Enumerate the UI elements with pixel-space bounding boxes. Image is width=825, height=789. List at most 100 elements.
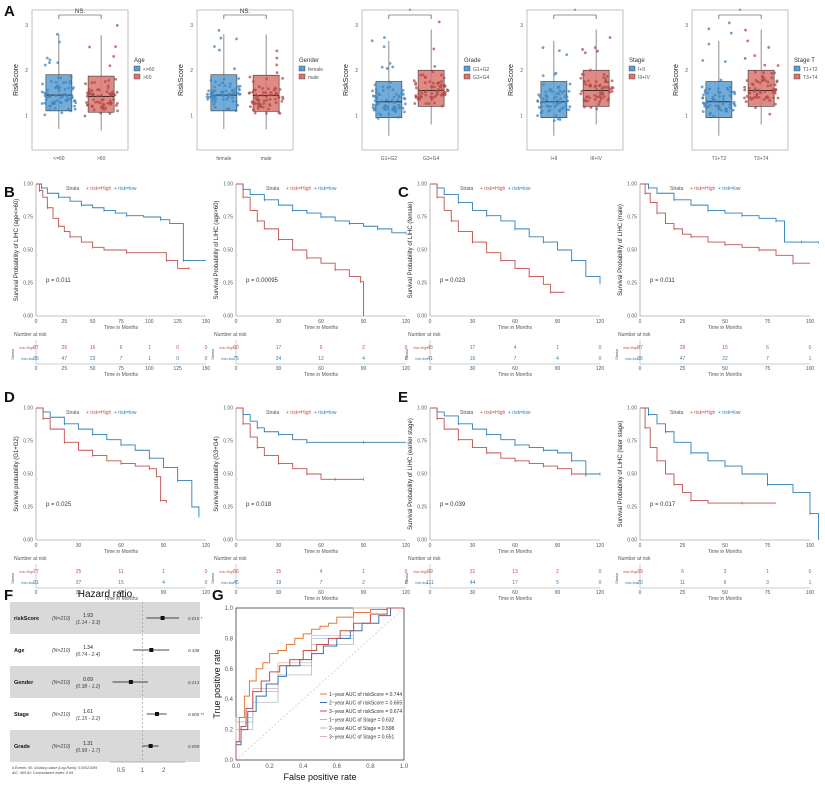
data-point — [728, 85, 732, 89]
curve-low-risk — [640, 183, 819, 244]
y-tick-label: 2 — [25, 68, 28, 74]
p-value: 0.005 ** — [188, 712, 204, 717]
y-axis-label: RiskScore — [508, 64, 515, 96]
x-tick-label: 30 — [470, 543, 476, 549]
data-point — [701, 96, 705, 100]
forest-title: Hazard ratio — [78, 589, 133, 600]
risk-count-high: 0 — [205, 569, 208, 575]
row-shade — [10, 666, 200, 698]
data-point — [423, 90, 427, 94]
data-point — [274, 92, 278, 96]
data-point — [604, 78, 608, 81]
data-point — [417, 88, 421, 92]
risk-x-tick: 30 — [276, 590, 282, 596]
data-point — [413, 102, 417, 105]
risk-count-high: 6 — [766, 345, 769, 351]
data-point — [541, 97, 545, 101]
data-point — [106, 84, 110, 88]
risk-count-high: 87 — [33, 345, 39, 351]
data-point — [91, 92, 95, 96]
data-point — [610, 89, 614, 93]
data-point — [213, 80, 217, 84]
data-point — [601, 90, 605, 94]
data-point — [43, 91, 46, 95]
x-tick-label: 90 — [161, 543, 167, 549]
hazard-ratio: 0.69 — [83, 677, 93, 683]
y-tick-label: 3 — [520, 23, 523, 29]
data-point — [234, 87, 238, 91]
data-point — [62, 81, 65, 85]
data-point — [57, 88, 61, 92]
risk-x-tick: 25 — [680, 366, 686, 372]
data-point — [724, 109, 728, 113]
legend-label: <=60 — [143, 67, 155, 73]
data-point — [235, 103, 239, 107]
data-point — [733, 104, 737, 108]
y-tick-label: 1.00 — [223, 182, 233, 188]
data-point — [45, 56, 49, 60]
data-point — [765, 95, 769, 99]
data-point — [380, 99, 384, 103]
data-point — [234, 109, 238, 112]
data-point — [213, 105, 217, 109]
y-tick-label: 0.50 — [417, 248, 427, 254]
risk-x-tick: 125 — [173, 366, 182, 372]
data-point — [430, 91, 434, 95]
data-point — [99, 111, 103, 115]
risk-count-low: 4 — [162, 580, 165, 586]
data-point — [712, 114, 716, 118]
risk-count-low: 45 — [233, 580, 239, 586]
data-point — [43, 63, 47, 67]
risk-x-tick: 120 — [596, 590, 605, 596]
x-tick-label: 0 — [235, 319, 238, 325]
risk-row-low-label: risk=low — [221, 581, 234, 585]
risk-count-low: 3 — [766, 580, 769, 586]
x-tick-label: <=60 — [53, 156, 65, 162]
data-point — [720, 108, 723, 112]
data-point — [114, 77, 118, 81]
risk-x-tick: 25 — [680, 590, 686, 596]
x-tick-label: 25 — [680, 543, 686, 549]
data-point — [545, 95, 549, 99]
risk-table-strata: Strata — [10, 348, 15, 359]
data-point — [227, 108, 231, 112]
data-point — [260, 93, 264, 97]
data-point — [440, 88, 444, 92]
data-point — [74, 101, 78, 105]
data-point — [423, 76, 427, 79]
data-point — [115, 90, 119, 94]
data-point — [94, 100, 98, 104]
x-axis-label: Time in Months — [498, 549, 532, 555]
risk-count-high: 90 — [233, 345, 239, 351]
data-point — [762, 71, 765, 75]
variable-name: riskScore — [14, 616, 39, 622]
axes — [35, 408, 206, 541]
data-point — [701, 59, 705, 62]
variable-name: Stage — [14, 712, 29, 718]
data-point — [607, 97, 611, 101]
data-point — [579, 92, 583, 96]
risk-count-low: 75 — [233, 356, 239, 362]
x-tick-label: III+IV — [590, 156, 602, 162]
data-point — [113, 93, 117, 97]
data-point — [602, 73, 606, 76]
data-point — [107, 78, 111, 82]
y-tick-label: 1.00 — [417, 182, 427, 188]
data-point — [65, 94, 69, 97]
legend-title: Strata — [66, 186, 80, 192]
y-tick-label: 0.50 — [223, 472, 233, 478]
risk-count-low: 111 — [426, 580, 434, 586]
x-tick-label: 30 — [276, 319, 282, 325]
data-point — [424, 93, 428, 97]
risk-x-tick: 50 — [722, 366, 728, 372]
x-tick-label: 90 — [361, 543, 367, 549]
x-tick-label: 75 — [118, 319, 124, 325]
data-point — [743, 57, 747, 60]
data-point — [557, 85, 561, 89]
plot-frame — [526, 9, 624, 151]
data-point — [553, 72, 557, 76]
risk-count-low: 6 — [724, 580, 727, 586]
risk-count-low: 86 — [33, 356, 39, 362]
data-point — [437, 20, 441, 24]
legend-label: >60 — [143, 75, 152, 81]
